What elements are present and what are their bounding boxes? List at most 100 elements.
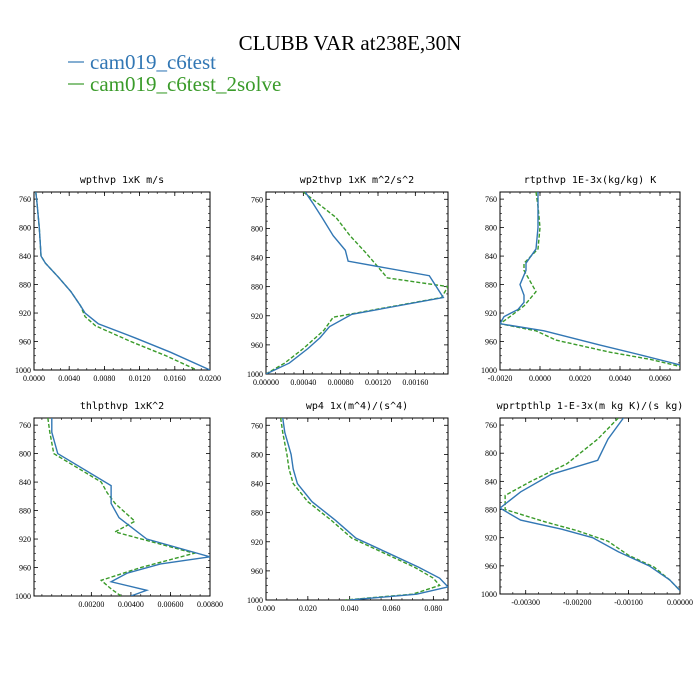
y-tick-label: 800 [251, 224, 263, 233]
series-line-1 [500, 418, 680, 591]
y-tick-label: 840 [19, 478, 31, 487]
x-tick-label: 0.0000 [529, 374, 551, 383]
series-line-1 [51, 418, 210, 596]
x-tick-label: 0.00200 [78, 600, 104, 609]
legend: cam019_c6test cam019_c6test_2solve [68, 50, 281, 96]
x-tick-label: -0.00100 [614, 598, 643, 607]
y-tick-label: 1000 [481, 590, 497, 599]
y-tick-label: 800 [19, 450, 31, 459]
panel-title: rtpthvp 1E-3x(kg/kg) K [524, 175, 656, 186]
x-tick-label: -0.00200 [563, 598, 592, 607]
y-tick-label: 960 [251, 341, 263, 350]
panel-2: wp2thvp 1xK m^2/s^2 760 800 840 880 920 960 100… [247, 175, 449, 387]
y-tick-label: 880 [251, 283, 263, 292]
y-tick-label: 1000 [481, 366, 497, 375]
legend-label-2: cam019_c6test_2solve [90, 72, 281, 96]
y-tick-label: 840 [251, 480, 263, 489]
y-tick-label: 920 [19, 309, 31, 318]
x-tick-label: 0.0040 [609, 374, 631, 383]
y-tick-label: 840 [485, 477, 497, 486]
y-tick-label: 1000 [247, 596, 263, 605]
y-tick-label: 760 [19, 195, 31, 204]
x-tick-label: 0.00800 [197, 600, 223, 609]
plot-frame [499, 191, 681, 371]
y-tick-label: 960 [485, 562, 497, 571]
x-tick-label: 0.0020 [569, 374, 591, 383]
y-tick-label: 880 [19, 281, 31, 290]
x-tick-label: 0.00400 [118, 600, 144, 609]
series-line-2 [500, 192, 680, 368]
series-line-1 [500, 192, 680, 366]
x-tick-label: 0.080 [424, 604, 442, 613]
series-line-1 [35, 192, 210, 370]
y-tick-label: 960 [19, 338, 31, 347]
panel-1: wpthvp 1xK m/s76080084088092096010000.00… [15, 175, 221, 383]
x-tick-label: 0.0000 [23, 374, 45, 383]
panel-3: rtpthvp 1E-3x(kg/kg) K 760 800 840 880 920 960… [481, 175, 681, 383]
y-tick-label: 1000 [15, 366, 31, 375]
y-tick-label: 920 [485, 309, 497, 318]
x-tick-label: 0.040 [341, 604, 359, 613]
plot-frame [265, 191, 449, 375]
y-tick-label: 1000 [247, 370, 263, 379]
x-tick-label: 0.00000 [253, 378, 279, 387]
y-tick-label: 800 [19, 224, 31, 233]
plot-frame [265, 417, 449, 601]
legend-label-1: cam019_c6test [90, 50, 216, 74]
figure-title: CLUBB VAR at238E,30N [239, 31, 462, 55]
panel-4: thlpthvp 1xK^2 760 800 840 880 920 960 1000 0.00… [15, 401, 223, 609]
series-line-2 [266, 192, 448, 374]
x-tick-label: 0.000 [257, 604, 275, 613]
y-tick-label: 960 [19, 564, 31, 573]
y-tick-label: 760 [19, 421, 31, 430]
y-tick-label: 800 [251, 450, 263, 459]
series-line-2 [35, 192, 198, 370]
x-tick-label: 0.0120 [129, 374, 151, 383]
y-tick-label: 960 [485, 338, 497, 347]
x-tick-label: 0.00040 [290, 378, 316, 387]
y-tick-label: 920 [485, 534, 497, 543]
panel-title: thlpthvp 1xK^2 [80, 401, 164, 412]
y-tick-label: 960 [251, 567, 263, 576]
y-tick-label: 760 [485, 421, 497, 430]
panel-6: wprtpthlp 1-E-3x(m kg K)/(s kg)760 800 840… [481, 401, 693, 607]
y-tick-label: 880 [485, 281, 497, 290]
panel-title: wpthvp 1xK m/s [80, 175, 164, 186]
x-tick-label: -0.0020 [488, 374, 513, 383]
y-tick-label: 920 [251, 538, 263, 547]
series-line-2 [47, 418, 197, 596]
panel-title: wp4 1x(m^4)/(s^4) [306, 401, 408, 412]
x-tick-label: 0.0060 [649, 374, 671, 383]
y-tick-label: 760 [251, 195, 263, 204]
x-tick-label: 0.00600 [157, 600, 183, 609]
x-tick-label: 0.00080 [328, 378, 354, 387]
y-tick-label: 800 [485, 449, 497, 458]
y-tick-label: 840 [19, 252, 31, 261]
panel-5: wp4 1x(m^4)/(s^4)76080084088092096010000… [247, 401, 449, 613]
plot-frame [33, 417, 211, 597]
series-line-1 [266, 192, 445, 374]
x-tick-label: 0.0080 [93, 374, 115, 383]
x-tick-label: 0.0040 [58, 374, 80, 383]
x-tick-label: 0.0200 [199, 374, 221, 383]
x-tick-label: 0.0160 [164, 374, 186, 383]
x-tick-label: 0.060 [383, 604, 401, 613]
panel-title: wp2thvp 1xK m^2/s^2 [300, 175, 414, 186]
y-tick-label: 800 [485, 224, 497, 233]
series-line-2 [279, 418, 441, 600]
y-tick-label: 760 [485, 195, 497, 204]
y-tick-label: 880 [251, 509, 263, 518]
panel-title: wprtpthlp 1-E-3x(m kg K)/(s kg) [497, 401, 684, 412]
y-tick-label: 880 [19, 507, 31, 516]
x-tick-label: -0.00300 [511, 598, 540, 607]
y-tick-label: 880 [485, 506, 497, 515]
x-tick-label: 0.00120 [365, 378, 391, 387]
y-tick-label: 1000 [15, 592, 31, 601]
y-tick-label: 760 [251, 421, 263, 430]
series-line-2 [504, 418, 680, 591]
x-tick-label: 0.00000 [667, 598, 693, 607]
y-tick-label: 920 [251, 312, 263, 321]
y-tick-label: 840 [485, 252, 497, 261]
plot-frame [33, 191, 211, 371]
